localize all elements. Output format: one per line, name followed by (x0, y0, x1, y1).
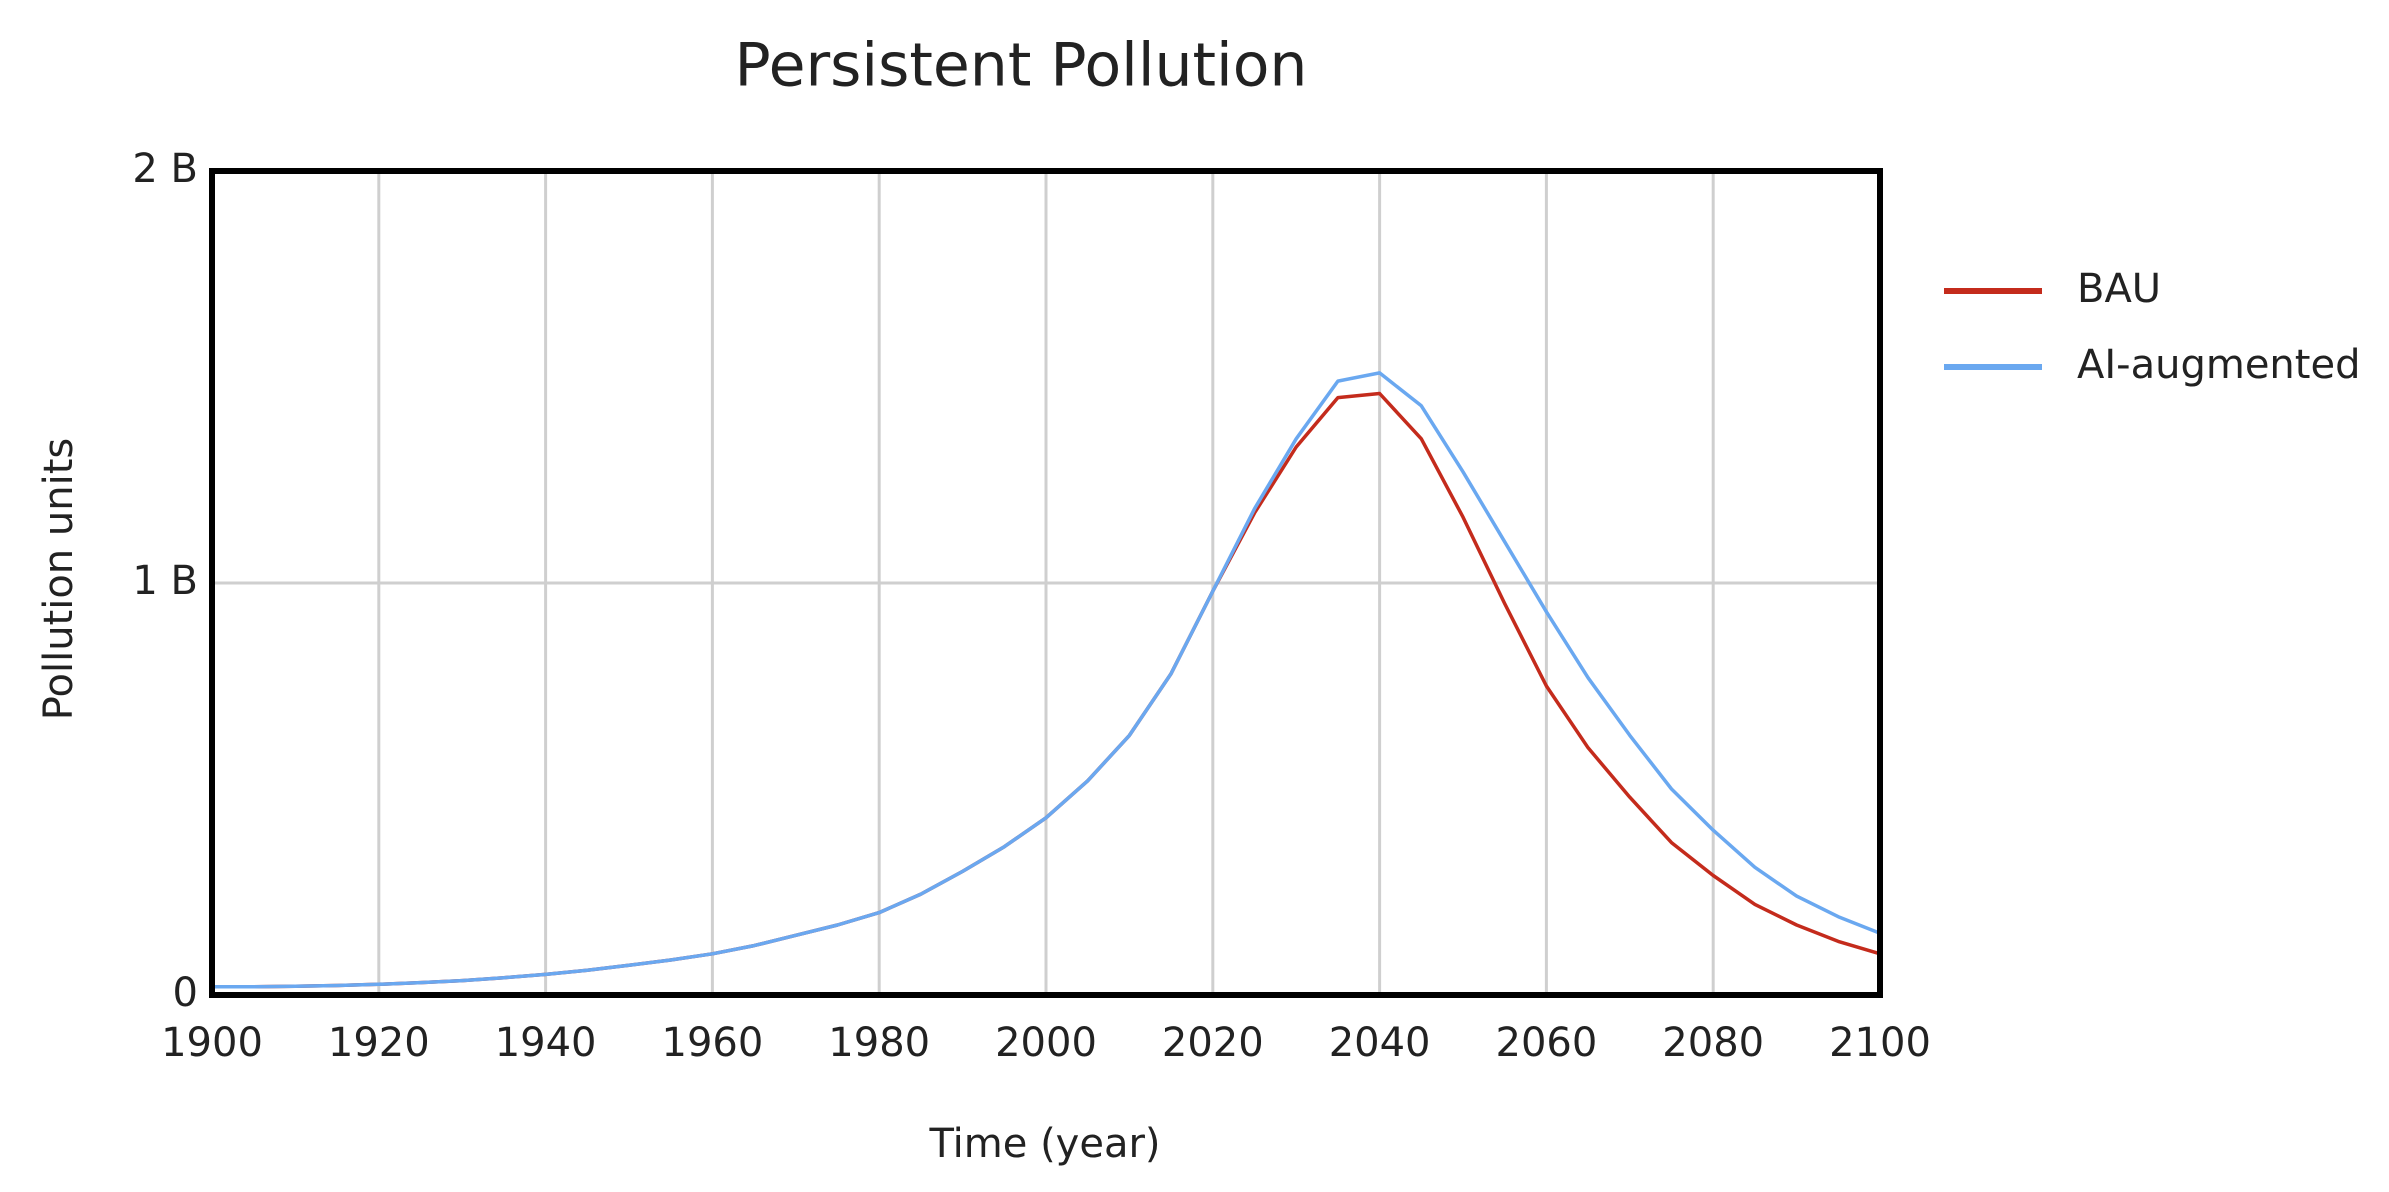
x-tick-label: 2080 (1662, 1020, 1764, 1066)
y-tick-label: 2 B (132, 146, 198, 192)
x-tick-label: 1980 (828, 1020, 930, 1066)
x-tick-label: 2020 (1162, 1020, 1264, 1066)
x-tick-label: 1960 (662, 1020, 764, 1066)
y-tick-label: 1 B (132, 558, 198, 604)
x-tick-label: 2040 (1329, 1020, 1431, 1066)
x-tick-label: 1920 (328, 1020, 430, 1066)
series-line (212, 371, 1881, 989)
x-tick-label: 1940 (495, 1020, 597, 1066)
legend-label: AI-augmented (2077, 342, 2360, 388)
x-tick-label: 1900 (161, 1020, 263, 1066)
legend-label: BAU (2077, 266, 2161, 312)
y-axis-label: Pollution units (36, 438, 82, 720)
plot-frame (209, 168, 1883, 998)
x-tick-label: 2060 (1496, 1020, 1598, 1066)
y-tick-label: 0 (173, 970, 198, 1016)
x-tick-label: 2000 (995, 1020, 1097, 1066)
x-tick-label: 2100 (1829, 1020, 1931, 1066)
x-axis-label: Time (year) (928, 1121, 1160, 1167)
chart-title: Persistent Pollution (735, 31, 1308, 101)
